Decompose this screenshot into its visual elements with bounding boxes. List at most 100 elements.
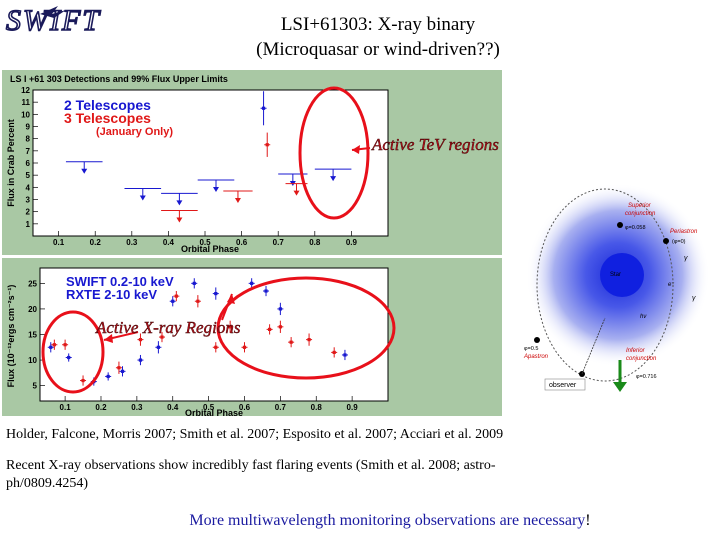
xray-series0-point — [169, 296, 176, 307]
tev-series0-upper-limit — [124, 188, 162, 201]
tev-series0-point — [260, 91, 267, 126]
xray-xtick-label: 0.7 — [275, 403, 287, 412]
xray-legend-rxte: RXTE 2-10 keV — [66, 287, 157, 302]
xray-ytick-label: 20 — [28, 305, 37, 314]
xray-series0-point — [341, 349, 348, 361]
xray-ytick-label: 15 — [28, 331, 37, 340]
tev-series0-upper-limit — [161, 192, 198, 206]
xray-series1-point — [62, 339, 69, 350]
xray-xtick-label: 0.9 — [347, 403, 359, 412]
xray-series1-point — [51, 339, 58, 350]
xray-series0-point — [137, 354, 144, 366]
periastron-dot — [663, 238, 669, 244]
tev-series1-upper-limit — [223, 190, 253, 203]
xray-series0-point — [155, 341, 162, 354]
xray-series0-point — [263, 285, 270, 297]
xray-xtick-label: 0.4 — [167, 403, 179, 412]
tev-xtick-label: 0.9 — [346, 238, 358, 247]
tev-legend-2tel: 2 Telescopes — [64, 97, 151, 113]
label-phi-periastron: (φ=0) — [672, 239, 686, 245]
annotation-active-tev: Active TeV regions — [371, 135, 499, 154]
xray-flux-chart: 5 10 15 20 25 0.1 0.2 0.3 0.4 0.5 0.6 0.7 0.8 0.9 Or… — [2, 258, 502, 418]
xray-series1-point — [80, 375, 87, 386]
tev-ytick-label: 3 — [26, 196, 31, 205]
recent-observations-line1: Recent X-ray observations show incredibl… — [6, 458, 496, 473]
label-periastron: Periastron — [670, 229, 698, 235]
label-observer: observer — [549, 382, 577, 389]
tev-ytick-label: 2 — [26, 208, 31, 217]
tev-ytick-label: 4 — [26, 183, 31, 192]
label-apastron: Apastron — [523, 354, 549, 360]
jet-line — [581, 317, 606, 375]
label-superior: Superior — [628, 203, 652, 209]
xray-ytick-label: 5 — [33, 382, 38, 391]
recent-observations-line2: ph/0809.4254) — [6, 476, 88, 491]
conclusion-line: More multiwavelength monitoring observat… — [189, 512, 590, 529]
xray-xtick-label: 0.8 — [311, 403, 323, 412]
label-star: Star — [610, 272, 621, 278]
tev-xtick-label: 0.1 — [53, 238, 65, 247]
tev-series0-upper-limit — [65, 161, 103, 174]
tev-series1-upper-limit — [161, 209, 198, 223]
label-gamma-1: γ — [684, 255, 688, 262]
tev-xtick-label: 0.6 — [236, 238, 248, 247]
slide-title-line1: LSI+61303: X-ray binary — [281, 14, 476, 35]
tev-x-axis-label: Orbital Phase — [181, 244, 239, 254]
xray-series1-point — [158, 331, 165, 343]
label-electron: e⁻ — [668, 282, 675, 288]
xray-series0-point — [65, 353, 72, 362]
xray-series1-point — [115, 361, 122, 374]
orbit-diagram: Star Superior conjunction φ=0.058 Perias… — [512, 183, 720, 400]
xray-xtick-label: 0.3 — [131, 403, 143, 412]
tev-xtick-label: 0.3 — [126, 238, 138, 247]
tev-ytick-label: 7 — [26, 147, 31, 156]
xray-y-axis-label: Flux (10⁻¹²ergs cm⁻²s⁻¹) — [6, 285, 16, 388]
xray-series0-point — [191, 278, 198, 289]
label-phi-inferior: φ=0.716 — [636, 374, 657, 380]
tev-flux-chart: LS I +61 303 Detections and 99% Flux Upp… — [2, 70, 502, 255]
tev-ytick-label: 10 — [21, 110, 30, 119]
tev-xtick-label: 0.7 — [273, 238, 285, 247]
tev-series1-point — [264, 132, 271, 157]
tev-highlight-ellipse — [298, 86, 370, 220]
xray-series1-point — [241, 342, 248, 353]
tev-ytick-label: 11 — [22, 98, 31, 107]
tev-ytick-label: 6 — [26, 159, 31, 168]
xray-xtick-label: 0.6 — [239, 403, 251, 412]
orbit-path — [536, 188, 674, 382]
tev-y-axis-label: Flux in Crab Percent — [6, 119, 16, 207]
label-inferior-conjunction: conjunction — [626, 356, 657, 362]
conclusion-exclamation: ! — [585, 512, 590, 529]
xray-legend-swift: SWIFT 0.2-10 keV — [66, 274, 174, 289]
xray-series1-point — [288, 337, 295, 348]
xray-series1-point — [266, 324, 273, 335]
xray-series1-point — [137, 333, 144, 346]
xray-xtick-label: 0.5 — [203, 403, 215, 412]
tev-ytick-label: 12 — [21, 86, 30, 95]
annotation-active-xray: Active X-ray Regions — [95, 318, 241, 337]
tev-ytick-label: 5 — [26, 171, 31, 180]
tev-chart-title: LS I +61 303 Detections and 99% Flux Upp… — [10, 74, 228, 84]
references-line: Holder, Falcone, Morris 2007; Smith et a… — [6, 427, 503, 442]
xray-series1-point — [306, 333, 313, 346]
swift-bird-icon — [40, 6, 66, 18]
xray-series0-point — [47, 342, 54, 353]
label-inferior: Inferior — [626, 348, 646, 354]
label-superior-conjunction: conjunction — [625, 211, 656, 217]
tev-series0-upper-limit — [197, 179, 235, 193]
conclusion-text: More multiwavelength monitoring observat… — [189, 512, 585, 529]
label-gamma-2: γ — [692, 295, 696, 302]
swift-logo: SWIFT — [5, 3, 100, 38]
xray-ytick-label: 10 — [28, 356, 37, 365]
xray-xtick-label: 0.2 — [95, 403, 107, 412]
xray-ytick-label: 25 — [28, 279, 37, 288]
slide-title-line2: (Microquasar or wind-driven??) — [256, 39, 500, 60]
xray-series0-point — [248, 278, 255, 289]
star-disk — [600, 253, 644, 297]
xray-highlight-ellipse-right — [216, 276, 396, 380]
observer-arrow-head — [613, 382, 627, 392]
xray-xtick-label: 0.1 — [60, 403, 72, 412]
tev-ytick-label: 8 — [26, 135, 31, 144]
tev-plot-area — [33, 90, 388, 236]
